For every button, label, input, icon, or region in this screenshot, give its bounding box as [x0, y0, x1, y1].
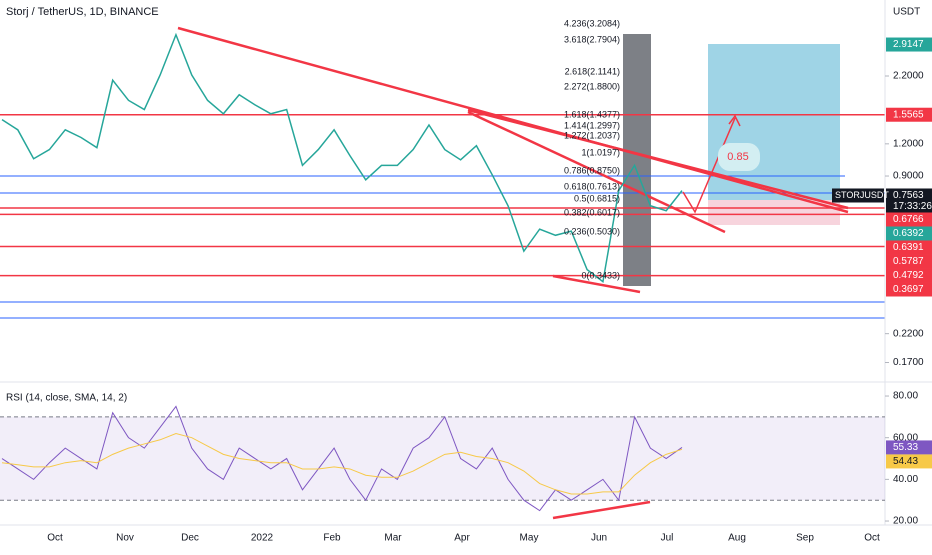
price-tag: [886, 240, 932, 255]
y-tick-label: 1.2000: [893, 138, 924, 149]
countdown: 17:33:26: [893, 201, 932, 212]
fib-label: 1.618(1.4377): [564, 109, 620, 119]
fib-label: 3.618(2.7904): [564, 34, 620, 44]
currency: USDT: [893, 7, 920, 18]
price-tag: [886, 268, 932, 283]
fib-label: 0(0.3433): [581, 270, 620, 280]
fib-label: 0.236(0.5030): [564, 226, 620, 236]
rsi-line: [1, 433, 683, 495]
x-tick-label: Aug: [728, 533, 746, 544]
fib-label: 2.272(1.8800): [564, 81, 620, 91]
price-tag-label: 0.3697: [893, 284, 924, 295]
price-tag: [886, 188, 932, 213]
price-tag: [886, 226, 932, 241]
fib-label: 0.5(0.6815): [574, 193, 620, 203]
fib-label: 4.236(3.2084): [564, 18, 620, 28]
fib-label: 0.786(0.8750): [564, 165, 620, 175]
symbol-tag: [832, 188, 884, 203]
y-tick-label: 40.00: [893, 474, 918, 485]
fib-label: 0.618(0.7613): [564, 181, 620, 191]
rsi-band: [0, 416, 885, 501]
x-tick-label: 2022: [251, 533, 274, 544]
trend-line: [552, 500, 651, 520]
annotation: 0.85: [727, 151, 748, 163]
price-tag: [886, 282, 932, 297]
y-tick-label: 0.1700: [893, 357, 924, 368]
price-tag: [886, 107, 932, 122]
fib-label: 1.272(1.2037): [564, 130, 620, 140]
fib-label: 0.382(0.6017): [564, 207, 620, 217]
trend-line: [467, 110, 726, 234]
fib-label: 2.618(2.1141): [565, 66, 620, 76]
x-tick-label: Apr: [454, 533, 470, 544]
y-tick-label: 0.9000: [893, 171, 924, 182]
price-tag: [886, 37, 932, 52]
x-tick-label: Sep: [796, 533, 814, 544]
x-tick-label: Oct: [47, 533, 63, 544]
x-tick-label: Nov: [116, 533, 134, 544]
price-tag: [886, 212, 932, 227]
price-tag: [886, 254, 932, 269]
trend-line: [177, 26, 849, 214]
price-tag-label: 0.5787: [893, 256, 924, 267]
x-tick-label: Mar: [384, 533, 402, 544]
fib-label: 1(1.0197): [581, 147, 620, 157]
symbol-tag-label: STORJUSDT: [835, 190, 889, 200]
y-tick-label: 80.00: [893, 391, 918, 402]
x-tick-label: Jun: [591, 533, 607, 544]
trend-line: [467, 108, 849, 210]
fib-label: 1.414(1.2997): [564, 120, 620, 130]
rsi-tag-label: 55.33: [893, 442, 918, 453]
price-tag-label: 0.6392: [893, 228, 924, 239]
price-tag-label: 1.5565: [893, 109, 924, 120]
rsi-line: [1, 405, 683, 512]
y-tick-label: 20.00: [893, 516, 918, 527]
price-tag-label: 0.7563: [893, 190, 924, 201]
price-tag-label: 0.6766: [893, 214, 924, 225]
fib-box: [623, 34, 651, 286]
x-tick-label: May: [520, 533, 539, 544]
x-tick-label: Jul: [661, 533, 674, 544]
y-tick-label: 2.2000: [893, 71, 924, 82]
y-tick-label: 0.2200: [893, 328, 924, 339]
rsi-tag-label: 54.43: [893, 456, 918, 467]
chart-title: Storj / TetherUS, 1D, BINANCE: [6, 6, 159, 18]
annotation-bubble: [718, 143, 760, 171]
y-tick-label: 60.00: [893, 432, 918, 443]
rsi-title: RSI (14, close, SMA, 14, 2): [6, 393, 127, 404]
rsi-tag: [886, 440, 932, 455]
rsi-tag: [886, 454, 932, 469]
x-tick-label: Dec: [181, 533, 199, 544]
price-tag-label: 0.4792: [893, 270, 924, 281]
price-tag-label: 2.9147: [893, 39, 924, 50]
x-tick-label: Oct: [864, 533, 880, 544]
price-tag-label: 0.6391: [893, 242, 924, 253]
trend-line: [552, 274, 641, 294]
x-tick-label: Feb: [323, 533, 341, 544]
arrow-head: [728, 114, 741, 127]
price-line: [1, 32, 683, 284]
